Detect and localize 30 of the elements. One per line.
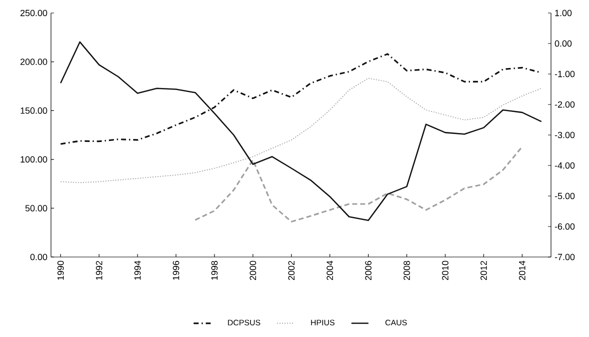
x-tick-label: 2006 [365, 260, 372, 280]
y2-tick-label: -2.00 [554, 101, 575, 108]
y2-tick-label: -7.00 [554, 254, 575, 260]
x-tick-label: 2008 [404, 260, 410, 280]
y-tick-label: 150.00 [20, 107, 48, 114]
x-tick-label: 1998 [211, 260, 218, 280]
y-tick-label: 50.00 [25, 205, 48, 212]
x-tick-label: 2012 [480, 260, 487, 280]
x-tick-label: 2000 [250, 260, 256, 280]
y2-tick-label: -1.00 [554, 70, 575, 78]
x-tick-label: 2002 [288, 260, 295, 280]
line-series [60, 41, 542, 222]
y2-tick-label: 1.00 [555, 10, 572, 16]
x-tick-label: 2010 [442, 260, 448, 280]
line-series [194, 146, 523, 222]
x-tick-label: 1994 [134, 260, 141, 280]
y2-tick-label: 0.00 [554, 40, 572, 47]
y-tick-label: 200.00 [20, 58, 48, 65]
x-tick-label: 1996 [172, 260, 180, 280]
x-tick-label: 2014 [518, 260, 526, 280]
y2-tick-label: -6.00 [554, 223, 575, 230]
y2-tick-label: -3.00 [554, 132, 575, 138]
y2-tick-label: -4.00 [554, 162, 575, 169]
y-tick-label: 250.00 [20, 10, 48, 16]
y-tick-label: 0.00 [30, 254, 48, 260]
x-tick-label: 2004 [326, 260, 334, 280]
y-tick-label: 100.00 [20, 156, 48, 163]
x-tick-label: 1992 [96, 260, 102, 280]
x-tick-label: 1990 [57, 260, 64, 280]
y2-tick-label: -5.00 [554, 192, 575, 200]
